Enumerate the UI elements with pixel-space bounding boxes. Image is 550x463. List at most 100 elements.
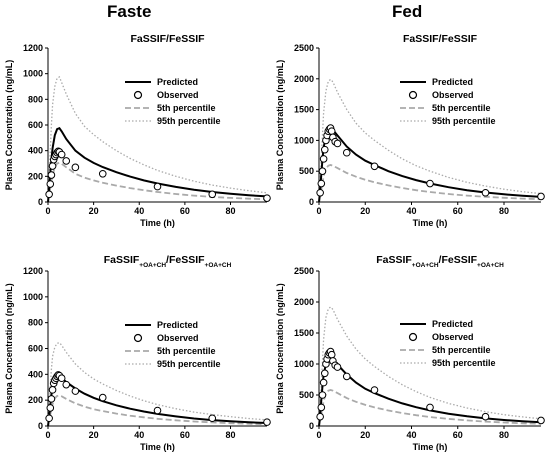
x-tick-label: 0 [316, 206, 321, 216]
observed-data-point [342, 148, 351, 157]
x-tick-label: 60 [453, 206, 463, 216]
observed-data-point [62, 157, 71, 165]
y-tick-label: 0 [38, 197, 43, 207]
observed-data-point [98, 393, 107, 402]
x-tick-label: 60 [180, 430, 190, 440]
fasted-column-header: Faste [107, 2, 152, 21]
x-axis-label: Time (h) [413, 218, 448, 228]
legend-label-p95: 95th percentile [157, 359, 221, 369]
observed-data-point [46, 404, 55, 412]
observed-data-point [319, 155, 328, 163]
observed-data-point [153, 406, 162, 415]
observed-data-point [481, 412, 490, 421]
observed-data-point [71, 163, 80, 172]
y-tick-label: 2000 [294, 297, 314, 307]
observed-data-point [333, 363, 342, 371]
y-tick-label: 0 [309, 421, 314, 431]
legend-label-p95: 95th percentile [157, 116, 221, 126]
x-tick-label: 60 [453, 430, 463, 440]
x-tick-label: 80 [499, 430, 509, 440]
legend-swatch-observed [133, 90, 143, 100]
x-tick-label: 40 [406, 206, 416, 216]
observed-data-point [263, 418, 271, 426]
x-tick-label: 20 [360, 430, 370, 440]
series-line-5th-percentile [318, 164, 542, 203]
y-tick-label: 2000 [294, 74, 314, 84]
observed-data-point [370, 386, 379, 394]
y-tick-label: 1000 [23, 69, 43, 79]
legend-label-observed: Observed [157, 333, 199, 343]
y-tick-label: 2500 [294, 43, 314, 53]
panel-title: FaSSIF+OA+CH/FeSSIF+OA+CH [104, 254, 232, 269]
x-tick-label: 40 [134, 430, 144, 440]
observed-data-point [319, 378, 328, 387]
y-tick-label: 1500 [294, 328, 314, 338]
observed-data-point [47, 395, 56, 403]
legend-label-p95: 95th percentile [432, 358, 496, 368]
y-tick-label: 1200 [23, 43, 43, 53]
observed-data-point [370, 162, 379, 171]
y-tick-label: 1000 [294, 359, 314, 369]
legend-label-predicted: Predicted [432, 77, 473, 87]
y-tick-label: 200 [28, 171, 43, 181]
observed-data-point [537, 192, 545, 201]
x-tick-label: 80 [225, 430, 235, 440]
legend-label-p5: 5th percentile [432, 103, 491, 113]
y-tick-label: 0 [309, 197, 314, 207]
y-tick-label: 1200 [23, 266, 43, 276]
y-tick-label: 200 [28, 395, 43, 405]
observed-data-point [426, 403, 434, 412]
y-axis-label: Plasma Concentration (ng/mL) [275, 60, 285, 191]
observed-data-point [327, 350, 336, 359]
x-tick-label: 0 [45, 206, 50, 216]
observed-data-point [98, 169, 107, 178]
y-tick-label: 1500 [294, 105, 314, 115]
panel-title: FaSSIF/FeSSIF [130, 33, 205, 45]
observed-data-point [342, 372, 351, 381]
x-tick-label: 20 [89, 430, 99, 440]
y-tick-label: 400 [28, 146, 43, 156]
x-axis-label: Time (h) [140, 442, 175, 452]
observed-data-point [62, 380, 71, 389]
x-axis-label: Time (h) [413, 442, 448, 452]
legend-swatch-observed [408, 90, 418, 100]
chart-panel-fed-fassif-fessif: FaSSIF/FeSSIF 0 500 1000 1500 2000 2500 0 20 40 60… [275, 33, 545, 228]
observed-data-point [318, 167, 327, 175]
series-line-95th-percentile [47, 341, 268, 427]
y-tick-label: 800 [28, 318, 43, 328]
observed-data-point [153, 182, 162, 191]
y-tick-label: 600 [28, 344, 43, 354]
x-tick-label: 80 [225, 206, 235, 216]
y-axis-label: Plasma Concentration (ng/mL) [4, 283, 14, 414]
x-tick-label: 20 [360, 206, 370, 216]
legend-label-observed: Observed [432, 90, 474, 100]
observed-data-point [71, 387, 80, 395]
chart-panel-fed-fassif-oa-ch: FaSSIF+OA+CH/FeSSIF+OA+CH050010001500200… [275, 254, 545, 452]
series-line-95th-percentile [318, 78, 542, 203]
observed-data-point [327, 127, 336, 135]
legend-label-p5: 5th percentile [157, 103, 216, 113]
legend-label-p5: 5th percentile [432, 345, 491, 355]
observed-data-point [537, 416, 545, 425]
y-tick-label: 400 [28, 369, 43, 379]
legend-label-predicted: Predicted [157, 77, 198, 87]
y-tick-label: 1000 [23, 292, 43, 302]
series-line-5th-percentile [318, 389, 542, 427]
x-tick-label: 40 [406, 430, 416, 440]
y-tick-label: 1000 [294, 135, 314, 145]
panel-title: FaSSIF+OA+CH/FeSSIF+OA+CH [376, 254, 504, 269]
observed-data-point [48, 386, 57, 394]
x-tick-label: 80 [499, 206, 509, 216]
x-tick-label: 60 [180, 206, 190, 216]
y-tick-label: 500 [299, 166, 314, 176]
observed-data-point [263, 194, 271, 202]
observed-data-point [48, 162, 57, 170]
x-tick-label: 20 [89, 206, 99, 216]
legend-label-p5: 5th percentile [157, 346, 216, 356]
legend-label-observed: Observed [157, 90, 199, 100]
observed-data-point [426, 179, 434, 188]
observed-data-point [57, 374, 66, 383]
y-tick-label: 600 [28, 120, 43, 130]
series-line-predicted [47, 126, 268, 203]
series-line-5th-percentile [47, 394, 268, 427]
